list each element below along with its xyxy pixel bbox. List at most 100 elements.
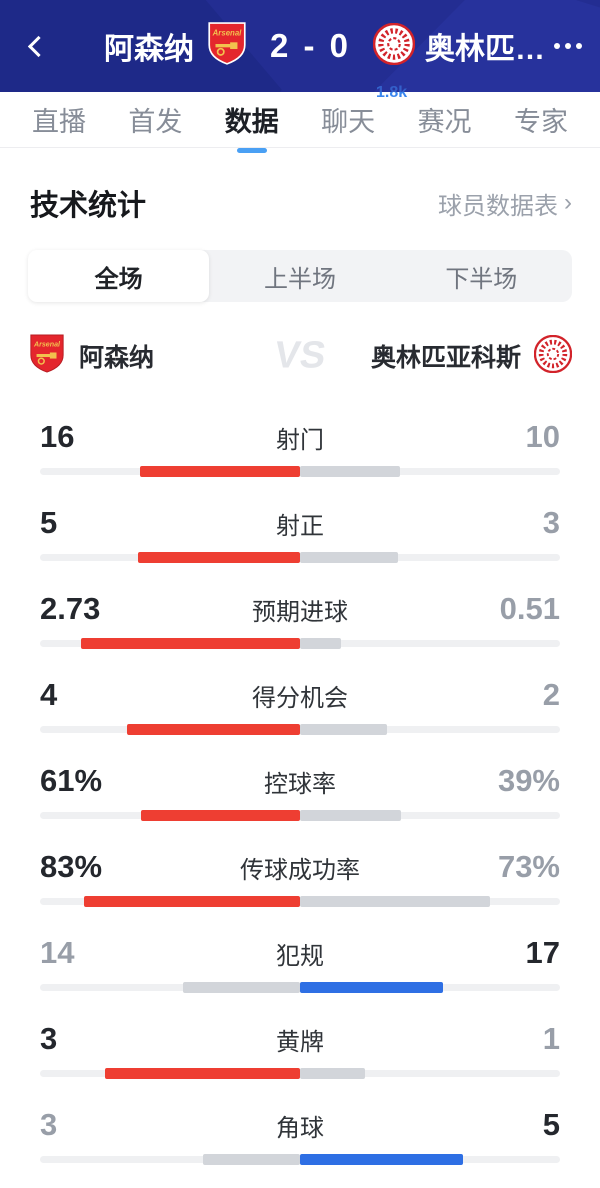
stat-row: 3 黄牌 1	[40, 1016, 560, 1102]
home-stat-value: 14	[40, 935, 75, 970]
svg-text:Arsenal: Arsenal	[33, 340, 61, 348]
away-stat-value: 73%	[497, 849, 560, 884]
player-data-link[interactable]: 球员数据表 ›	[438, 186, 572, 221]
home-bar-segment	[202, 1154, 300, 1165]
away-stat-value: 3	[542, 505, 560, 540]
stat-bar	[40, 552, 560, 563]
home-bar-segment	[137, 552, 300, 563]
stat-row: 3 角球 5	[40, 1102, 560, 1188]
tab-label: 首发	[128, 107, 183, 137]
away-stat-value: 1	[542, 1021, 560, 1056]
stat-row: 61% 控球率 39%	[40, 758, 560, 844]
olympiacos-crest-icon	[533, 334, 573, 378]
away-bar-segment	[300, 810, 402, 821]
segment-2[interactable]: 上半场	[263, 265, 336, 293]
arsenal-crest-icon: Arsenal	[28, 333, 66, 380]
away-stat-value: 0.51	[499, 591, 560, 626]
segment-3[interactable]: 下半场	[445, 265, 518, 293]
tab-active-underline	[236, 148, 267, 153]
stat-bar	[40, 1154, 560, 1165]
tab-label: 直播	[32, 107, 86, 137]
stat-row: 83% 传球成功率 73%	[40, 844, 560, 930]
tab-label: 数据	[224, 107, 279, 137]
period-segmented-control: 全场 上半场 下半场	[28, 250, 572, 302]
stat-label: 控球率	[264, 770, 336, 798]
home-bar-segment	[141, 810, 300, 821]
home-bar-segment	[126, 724, 300, 735]
stat-label: 预期进球	[252, 598, 348, 626]
section-title: 技术统计	[30, 190, 147, 222]
home-bar-segment	[80, 638, 300, 649]
tab-bar: 直播 首发 数据 聊天 1.8k 赛况 专家	[0, 84, 600, 153]
home-stat-value: 4	[40, 677, 58, 712]
player-data-link-label: 球员数据表	[438, 192, 558, 220]
home-stat-value: 3	[40, 1107, 58, 1142]
stat-bar	[40, 724, 560, 735]
tab-1[interactable]: 直播	[30, 90, 88, 149]
away-bar-segment	[300, 724, 387, 735]
stat-label: 黄牌	[276, 1028, 324, 1056]
stat-label: 得分机会	[252, 684, 348, 712]
stat-label: 射正	[276, 512, 324, 540]
header-away-team-name: 奥林匹亚科斯	[425, 33, 553, 66]
tab-label: 聊天	[321, 107, 376, 137]
stat-row: 2.73 预期进球 0.51	[40, 586, 560, 672]
chevron-right-icon: ›	[564, 189, 572, 216]
ellipsis-icon	[554, 43, 561, 49]
stat-label: 射门	[276, 426, 324, 454]
stat-bar	[40, 638, 560, 649]
match-header: 阿森纳 Arsenal 2 - 0 奥林匹亚科斯	[0, 0, 600, 92]
away-bar-segment	[300, 638, 341, 649]
stat-row: 5 射正 3	[40, 500, 560, 586]
vs-watermark: VS	[271, 334, 329, 377]
away-bar-segment	[300, 896, 490, 907]
home-bar-segment	[105, 1068, 300, 1079]
stat-label: 角球	[276, 1114, 324, 1142]
home-stat-value: 3	[40, 1021, 58, 1056]
away-team-name: 奥林匹亚科斯	[370, 344, 521, 372]
tab-4[interactable]: 聊天 1.8k	[319, 84, 407, 149]
ellipsis-icon	[576, 43, 583, 49]
home-stat-value: 2.73	[40, 591, 101, 626]
olympiacos-crest-icon	[372, 22, 416, 70]
away-team-side: 奥林匹亚科斯	[370, 334, 573, 378]
away-stat-value: 10	[525, 419, 560, 454]
stat-bar	[40, 810, 560, 821]
home-team-name: 阿森纳	[79, 344, 155, 372]
tab-5[interactable]: 赛况	[416, 90, 474, 149]
home-team-side: Arsenal 阿森纳	[28, 333, 154, 380]
stat-label: 传球成功率	[240, 856, 360, 884]
more-menu-button[interactable]	[553, 24, 584, 68]
home-stat-value: 5	[40, 505, 58, 540]
tab-6[interactable]: 专家	[512, 90, 570, 149]
away-stat-value: 2	[542, 677, 560, 712]
match-score: 2 - 0	[270, 27, 352, 64]
tab-3[interactable]: 数据	[223, 90, 281, 153]
home-stat-value: 16	[40, 419, 75, 454]
stat-row: 14 犯规 17	[40, 930, 560, 1016]
home-bar-segment	[182, 982, 300, 993]
home-bar-segment	[140, 466, 300, 477]
stats-section-header: 技术统计 球员数据表 ›	[0, 148, 600, 224]
tab-label: 专家	[513, 107, 568, 137]
back-button[interactable]	[16, 24, 60, 68]
away-stat-value: 5	[542, 1107, 560, 1142]
header-home-team-name: 阿森纳	[104, 33, 194, 66]
away-bar-segment	[300, 552, 398, 563]
home-stat-value: 83%	[40, 849, 103, 884]
teams-row: Arsenal 阿森纳 VS 奥林匹亚科斯	[0, 328, 600, 384]
svg-text:Arsenal: Arsenal	[212, 28, 243, 37]
tab-2[interactable]: 首发	[126, 90, 184, 149]
segment-1[interactable]: 全场	[28, 250, 210, 302]
stat-row: 16 射门 10	[40, 414, 560, 500]
away-bar-segment	[300, 982, 443, 993]
back-icon	[27, 35, 49, 57]
away-stat-value: 17	[525, 935, 560, 970]
ellipsis-icon	[565, 43, 572, 49]
stat-bar	[40, 1068, 560, 1079]
away-stat-value: 39%	[497, 763, 560, 798]
stat-bar	[40, 466, 560, 477]
home-stat-value: 61%	[40, 763, 103, 798]
arsenal-crest-icon: Arsenal	[206, 21, 248, 72]
stat-label: 犯规	[276, 942, 324, 970]
